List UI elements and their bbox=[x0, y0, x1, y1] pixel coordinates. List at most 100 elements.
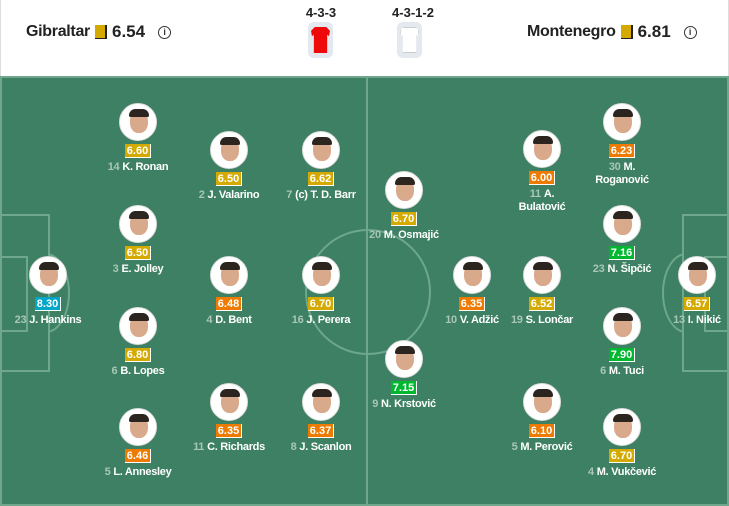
away-player[interactable]: 6.35 10 V. Adžić bbox=[417, 256, 527, 327]
player-rating: 6.70 bbox=[307, 297, 335, 311]
player-rating: 6.57 bbox=[683, 297, 711, 311]
player-photo bbox=[302, 256, 340, 294]
player-photo bbox=[453, 256, 491, 294]
player-number: 4 bbox=[587, 466, 594, 478]
player-number: 11 bbox=[529, 188, 541, 200]
player-photo bbox=[603, 408, 641, 446]
player-number: 2 bbox=[198, 189, 205, 201]
away-team: Montenegro 6.81 i bbox=[527, 22, 697, 42]
player-name: J. Perera bbox=[306, 314, 351, 326]
player-photo bbox=[603, 205, 641, 243]
player-label: 14 K. Ronan bbox=[83, 161, 193, 174]
player-photo bbox=[385, 171, 423, 209]
player-number: 8 bbox=[290, 441, 297, 453]
away-player[interactable]: 6.52 19 S. Lončar bbox=[487, 256, 597, 327]
player-photo bbox=[119, 307, 157, 345]
player-label: 20 M. Osmajić bbox=[369, 229, 439, 242]
player-number: 5 bbox=[511, 441, 518, 453]
player-rating: 7.15 bbox=[390, 381, 418, 395]
home-player[interactable]: 6.60 14 K. Ronan bbox=[83, 103, 193, 174]
home-formation: 4-3-3 bbox=[305, 5, 337, 20]
player-number: 3 bbox=[112, 263, 119, 275]
player-name: J. Hankins bbox=[29, 314, 82, 326]
player-label: 2 J. Valarino bbox=[174, 189, 284, 202]
player-label: 3 E. Jolley bbox=[83, 263, 193, 276]
home-player[interactable]: 6.46 5 L. Annesley bbox=[83, 408, 193, 479]
home-player[interactable]: 6.50 2 J. Valarino bbox=[174, 131, 284, 202]
away-player[interactable]: 6.57 13 I. Nikić bbox=[642, 256, 727, 327]
player-rating: 6.62 bbox=[307, 172, 335, 186]
away-team-rating: 6.81 bbox=[637, 22, 671, 41]
left-goal-area bbox=[2, 256, 28, 332]
player-number: 6 bbox=[600, 365, 606, 377]
home-player[interactable]: 6.35 11 C. Richards bbox=[174, 383, 284, 454]
away-player[interactable]: 6.00 11 A. Bulatović bbox=[507, 130, 577, 214]
home-player[interactable]: 6.70 16 J. Perera bbox=[266, 256, 376, 327]
home-team-name: Gibraltar bbox=[26, 23, 90, 40]
player-name: M. Vukčević bbox=[596, 466, 657, 478]
away-player[interactable]: 6.70 4 M. Vukčević bbox=[567, 408, 677, 479]
home-player[interactable]: 6.48 4 D. Bent bbox=[174, 256, 284, 327]
match-header: Gibraltar 6.54 i 4-3-3 4-3-1-2 Montenegr… bbox=[0, 0, 729, 76]
home-player[interactable]: 6.37 8 J. Scanlon bbox=[266, 383, 376, 454]
away-player[interactable]: 7.15 9 N. Krstović bbox=[349, 340, 459, 411]
player-label: 5 M. Perović bbox=[487, 441, 597, 454]
away-player[interactable]: 6.10 5 M. Perović bbox=[487, 383, 597, 454]
info-icon[interactable]: i bbox=[158, 25, 172, 39]
player-label: 30 M. Roganović bbox=[587, 161, 657, 187]
player-photo bbox=[210, 131, 248, 169]
home-player[interactable]: 6.62 7 (c) T. D. Barr bbox=[266, 131, 376, 202]
player-name: E. Jolley bbox=[121, 263, 164, 275]
white-shirt-icon bbox=[400, 27, 419, 53]
info-icon[interactable]: i bbox=[683, 25, 697, 39]
away-player[interactable]: 7.90 6 M. Tuci bbox=[567, 307, 677, 378]
center-circle bbox=[305, 229, 431, 355]
player-name: J. Valarino bbox=[207, 189, 260, 201]
away-player[interactable]: 6.23 30 M. Roganović bbox=[587, 103, 657, 187]
player-name: L. Annesley bbox=[113, 466, 172, 478]
player-label: 9 N. Krstović bbox=[349, 398, 459, 411]
home-player[interactable]: 6.80 6 B. Lopes bbox=[83, 307, 193, 378]
player-label: 19 S. Lončar bbox=[487, 314, 597, 327]
player-number: 13 bbox=[673, 314, 685, 326]
right-goal-area bbox=[704, 256, 727, 332]
player-number: 23 bbox=[592, 263, 605, 275]
player-rating: 6.80 bbox=[124, 348, 152, 362]
player-label: 7 (c) T. D. Barr bbox=[266, 189, 376, 202]
player-label: 11 A. Bulatović bbox=[507, 188, 577, 214]
player-rating: 6.50 bbox=[124, 246, 152, 260]
player-number: 19 bbox=[510, 314, 523, 326]
player-number: 5 bbox=[104, 466, 111, 478]
player-rating: 6.60 bbox=[124, 144, 152, 158]
player-photo bbox=[302, 383, 340, 421]
player-name: M. Roganović bbox=[595, 161, 649, 186]
away-player[interactable]: 7.16 23 N. Šipčić bbox=[567, 205, 677, 276]
player-number: 9 bbox=[372, 398, 379, 410]
player-number: 23 bbox=[14, 314, 27, 326]
player-name: A. Bulatović bbox=[518, 188, 566, 213]
player-photo bbox=[523, 256, 561, 294]
player-name: S. Lončar bbox=[525, 314, 574, 326]
red-shirt-icon bbox=[311, 27, 330, 53]
home-player[interactable]: 6.50 3 E. Jolley bbox=[83, 205, 193, 276]
away-formation: 4-3-1-2 bbox=[392, 5, 434, 20]
player-name: N. Šipčić bbox=[607, 263, 652, 275]
player-rating: 6.35 bbox=[458, 297, 486, 311]
player-photo bbox=[523, 130, 561, 168]
player-name: I. Nikić bbox=[687, 314, 721, 326]
pitch: 6.60 14 K. Ronan 6.50 2 J. Valarino 6.62 7… bbox=[0, 76, 729, 506]
player-rating: 6.46 bbox=[124, 449, 152, 463]
player-name: (c) T. D. Barr bbox=[295, 189, 356, 201]
player-label: 8 J. Scanlon bbox=[266, 441, 376, 454]
home-player[interactable]: 8.30 23 J. Hankins bbox=[2, 256, 103, 327]
player-label: 16 J. Perera bbox=[266, 314, 376, 327]
player-photo bbox=[678, 256, 716, 294]
player-number: 11 bbox=[193, 441, 205, 453]
player-label: 4 D. Bent bbox=[174, 314, 284, 327]
player-rating: 7.16 bbox=[608, 246, 636, 260]
player-photo bbox=[210, 256, 248, 294]
home-rating-square bbox=[95, 25, 107, 39]
player-name: M. Tuci bbox=[608, 365, 644, 377]
player-name: N. Krstović bbox=[381, 398, 436, 410]
away-player[interactable]: 6.70 20 M. Osmajić bbox=[369, 171, 439, 242]
